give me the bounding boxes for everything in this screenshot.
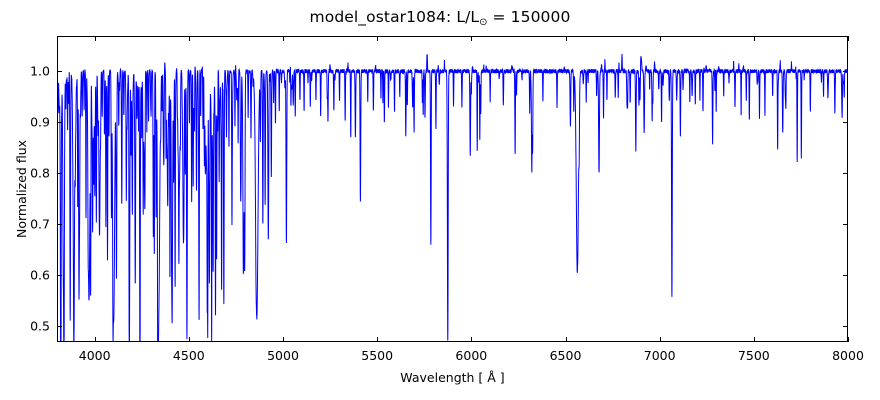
plot-axes-area [57, 36, 849, 342]
x-tick-mark [753, 337, 755, 342]
y-tick-mark [843, 122, 848, 124]
y-tick-mark [57, 122, 62, 124]
plot-title: model_ostar1084: L/L⊙ = 150000 [0, 8, 880, 28]
y-tick-label: 0.6 [30, 267, 50, 283]
x-tick-mark [565, 36, 567, 41]
y-tick-label: 0.9 [30, 114, 50, 130]
x-tick-mark [471, 337, 473, 342]
y-tick-mark [843, 224, 848, 226]
y-tick-label: 0.7 [30, 216, 50, 232]
x-tick-mark [659, 36, 661, 41]
x-tick-mark [377, 337, 379, 342]
x-tick-label: 5500 [361, 348, 394, 363]
x-tick-mark [188, 337, 190, 342]
x-tick-mark [848, 337, 849, 342]
x-tick-label: 6500 [549, 348, 582, 363]
x-tick-label: 5000 [267, 348, 299, 363]
x-tick-label: 8000 [832, 348, 864, 363]
x-tick-mark [753, 36, 755, 41]
x-tick-mark [188, 36, 190, 41]
x-tick-label: 4500 [172, 348, 205, 363]
x-tick-label: 4000 [78, 348, 111, 363]
y-tick-mark [843, 71, 848, 73]
y-tick-mark [57, 326, 62, 328]
x-tick-mark [565, 337, 567, 342]
x-tick-mark [94, 36, 96, 41]
y-tick-label: 0.5 [30, 318, 50, 334]
y-tick-mark [57, 173, 62, 175]
x-tick-label: 7000 [643, 348, 676, 363]
x-tick-mark [848, 36, 849, 41]
y-tick-label: 0.8 [30, 165, 50, 181]
y-tick-mark [57, 275, 62, 277]
x-tick-label: 6000 [455, 348, 488, 363]
x-tick-label: 7500 [737, 348, 770, 363]
y-tick-mark [843, 326, 848, 328]
x-tick-mark [283, 337, 284, 342]
x-tick-mark [94, 337, 96, 342]
y-tick-mark [843, 173, 848, 175]
x-tick-mark [377, 36, 379, 41]
y-tick-mark [57, 71, 62, 73]
y-tick-label: 1.0 [30, 63, 50, 79]
y-tick-mark [57, 224, 62, 226]
plot-title-suffix: = 150000 [487, 8, 571, 26]
x-tick-mark [283, 36, 284, 41]
x-tick-mark [659, 337, 661, 342]
y-tick-mark [843, 275, 848, 277]
x-axis-label: Wavelength [ Å ] [400, 370, 505, 385]
spectrum-line [57, 54, 848, 342]
spectrum-plot [57, 36, 848, 342]
plot-title-prefix: model_ostar1084: L/L [309, 8, 480, 26]
x-tick-mark [471, 36, 473, 41]
y-axis-label: Normalized flux [14, 139, 29, 239]
plot-title-subscript: ⊙ [479, 16, 488, 28]
